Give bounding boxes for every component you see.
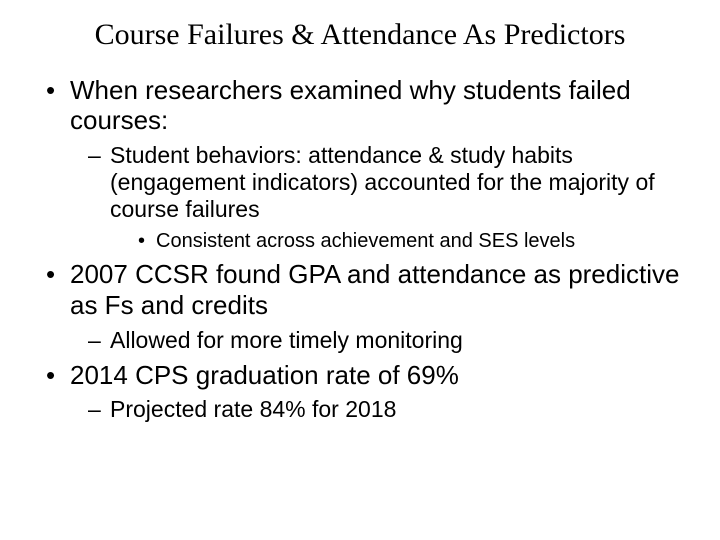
bullet-list-lvl2: Projected rate 84% for 2018: [70, 396, 692, 423]
bullet-text: Student behaviors: attendance & study ha…: [110, 142, 655, 222]
bullet-lvl2: Allowed for more timely monitoring: [88, 327, 692, 354]
bullet-text: When researchers examined why students f…: [70, 75, 631, 136]
bullet-list-lvl3: Consistent across achievement and SES le…: [110, 229, 692, 253]
slide: Course Failures & Attendance As Predicto…: [0, 0, 720, 540]
bullet-list-lvl1: When researchers examined why students f…: [28, 75, 692, 424]
slide-title: Course Failures & Attendance As Predicto…: [28, 18, 692, 53]
bullet-list-lvl2: Student behaviors: attendance & study ha…: [70, 142, 692, 253]
bullet-lvl2: Projected rate 84% for 2018: [88, 396, 692, 423]
bullet-text: 2007 CCSR found GPA and attendance as pr…: [70, 259, 679, 320]
bullet-text: Consistent across achievement and SES le…: [156, 230, 575, 252]
bullet-lvl1: When researchers examined why students f…: [46, 75, 692, 254]
bullet-list-lvl2: Allowed for more timely monitoring: [70, 327, 692, 354]
bullet-lvl1: 2007 CCSR found GPA and attendance as pr…: [46, 259, 692, 353]
bullet-lvl2: Student behaviors: attendance & study ha…: [88, 142, 692, 253]
bullet-text: Allowed for more timely monitoring: [110, 327, 463, 353]
bullet-lvl1: 2014 CPS graduation rate of 69% Projecte…: [46, 360, 692, 424]
bullet-text: 2014 CPS graduation rate of 69%: [70, 360, 459, 390]
bullet-lvl3: Consistent across achievement and SES le…: [138, 229, 692, 253]
bullet-text: Projected rate 84% for 2018: [110, 396, 396, 422]
